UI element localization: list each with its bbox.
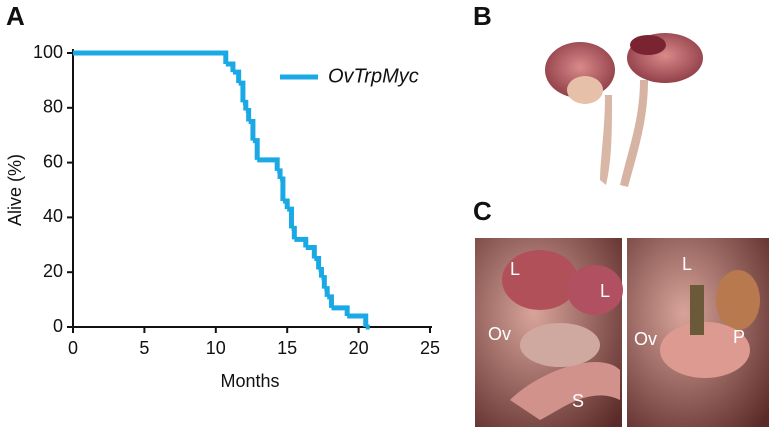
photo-label: L [682, 254, 692, 274]
panel-label: B [473, 1, 492, 31]
survival-step [294, 236, 309, 248]
y-tick-label: 0 [53, 316, 63, 336]
survival-step [318, 266, 324, 278]
photo-c [475, 238, 769, 427]
y-tick-label: 20 [43, 261, 63, 281]
photo-label: Ov [634, 329, 657, 349]
y-tick-label: 100 [33, 42, 63, 62]
x-tick-label: 15 [277, 338, 297, 358]
x-axis-label: Months [220, 371, 279, 391]
survival-step [282, 198, 290, 210]
panel-label: A [6, 1, 25, 31]
panel-label: C [473, 196, 492, 226]
photo-label: S [572, 391, 584, 411]
survival-step [277, 168, 283, 180]
photo-labels: L L Ov S L Ov P [488, 254, 745, 411]
survival-step [242, 99, 249, 111]
survival-step [287, 206, 294, 229]
x-tick-label: 5 [139, 338, 149, 358]
survival-step [238, 80, 246, 103]
photo-label: L [600, 281, 610, 301]
survival-step [245, 108, 252, 122]
survival-step [248, 119, 256, 141]
x-tick-label: 0 [68, 338, 78, 358]
survival-step [305, 245, 317, 259]
survival-step [73, 50, 229, 64]
survival-step [232, 69, 242, 84]
photo-label: P [733, 327, 745, 347]
survival-step [331, 305, 350, 317]
photo-label: Ov [488, 324, 511, 344]
x-tick-label: 10 [206, 338, 226, 358]
survival-step [257, 157, 280, 171]
survival-step [314, 256, 322, 270]
survival-step [280, 176, 286, 201]
survival-step [321, 275, 327, 289]
survival-step [324, 286, 330, 297]
survival-step [225, 61, 236, 73]
survival-step [327, 294, 334, 308]
survival-step [252, 138, 260, 160]
y-axis-label: Alive (%) [5, 154, 25, 226]
legend-label: OvTrpMyc [328, 65, 419, 87]
x-tick-label: 25 [420, 338, 440, 358]
y-tick-label: 60 [43, 151, 63, 171]
photo-b [545, 33, 703, 187]
survival-step [291, 225, 297, 240]
survival-step [347, 313, 369, 327]
survival-chart: Months Alive (%) 0 20 40 60 80 100 0 5 10 15 20 25 O… [5, 42, 440, 391]
y-tick-label: 40 [43, 206, 63, 226]
x-tick-label: 20 [349, 338, 369, 358]
y-tick-label: 80 [43, 97, 63, 117]
photo-label: L [510, 259, 520, 279]
